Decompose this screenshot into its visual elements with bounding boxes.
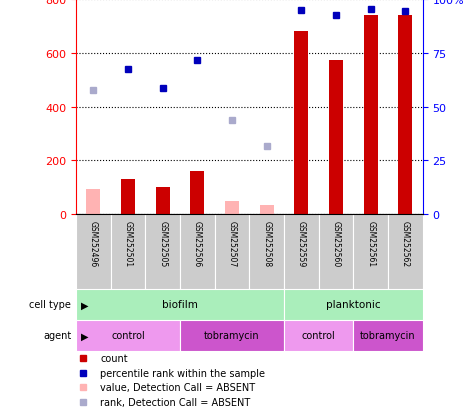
Bar (190, 172, 204, 215)
Bar (294, 32, 308, 215)
Text: ▶: ▶ (81, 330, 88, 341)
Text: rank, Detection Call = ABSENT: rank, Detection Call = ABSENT (100, 396, 250, 407)
Bar (225, 201, 239, 215)
Bar (76, 215, 111, 289)
Text: GSM252501: GSM252501 (124, 221, 133, 267)
Text: GSM252562: GSM252562 (401, 221, 410, 267)
Text: GSM252560: GSM252560 (332, 221, 341, 267)
Text: value, Detection Call = ABSENT: value, Detection Call = ABSENT (100, 382, 256, 392)
Text: control: control (111, 330, 145, 341)
Bar (284, 215, 319, 289)
Bar (249, 215, 284, 289)
Bar (353, 215, 388, 289)
Text: percentile rank within the sample: percentile rank within the sample (100, 368, 265, 378)
Text: control: control (302, 330, 336, 341)
Bar (215, 215, 249, 289)
Text: GSM252507: GSM252507 (228, 221, 237, 267)
Bar (329, 60, 343, 215)
Text: GSM252505: GSM252505 (158, 221, 167, 267)
Text: agent: agent (43, 330, 71, 341)
Bar (353, 320, 423, 351)
Text: GSM252496: GSM252496 (89, 221, 98, 267)
Text: GSM252561: GSM252561 (366, 221, 375, 267)
Bar (319, 215, 353, 289)
Text: tobramycin: tobramycin (204, 330, 260, 341)
Text: GSM252559: GSM252559 (297, 221, 306, 267)
Text: planktonic: planktonic (326, 299, 381, 310)
Text: count: count (100, 353, 128, 363)
Bar (399, 16, 412, 215)
Text: GSM252506: GSM252506 (193, 221, 202, 267)
Text: tobramycin: tobramycin (360, 330, 416, 341)
Bar (364, 16, 378, 215)
Text: biofilm: biofilm (162, 299, 198, 310)
Bar (86, 189, 100, 215)
Bar (284, 320, 353, 351)
Bar (260, 205, 274, 215)
Bar (180, 215, 215, 289)
Bar (76, 320, 180, 351)
Bar (121, 180, 135, 215)
Bar (180, 320, 284, 351)
Text: GSM252508: GSM252508 (262, 221, 271, 267)
Bar (145, 215, 180, 289)
Text: ▶: ▶ (81, 299, 88, 310)
Bar (111, 215, 145, 289)
Bar (76, 289, 284, 320)
Bar (156, 188, 170, 215)
Bar (388, 215, 423, 289)
Bar (284, 289, 423, 320)
Text: cell type: cell type (29, 299, 71, 310)
